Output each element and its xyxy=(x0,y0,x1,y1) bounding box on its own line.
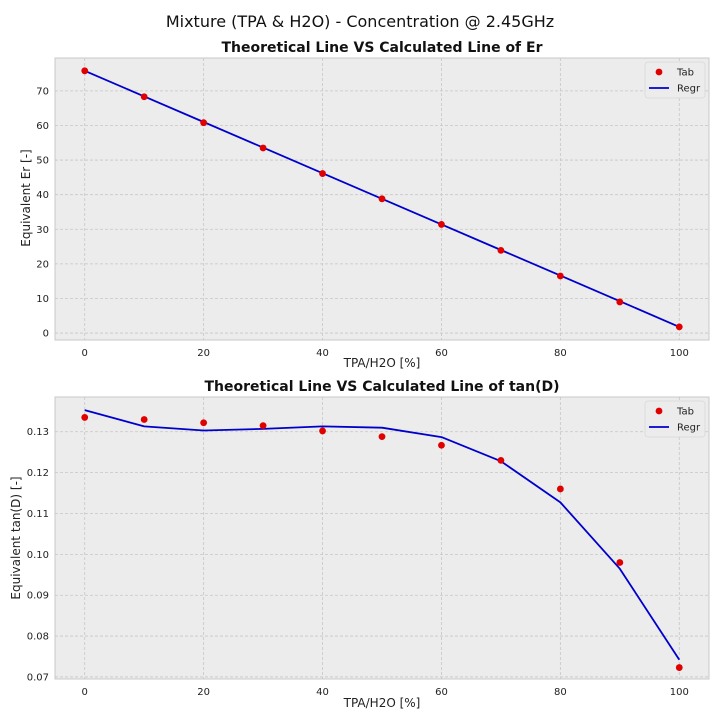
er-chart-legend-label: Regr xyxy=(677,84,701,95)
er-chart-axes-frame xyxy=(54,57,710,341)
er-chart-x-tick-label: 80 xyxy=(554,348,567,359)
tand-chart-y-tick-label: 0.10 xyxy=(27,550,49,561)
tand-chart-x-tick-label: 0 xyxy=(82,687,88,698)
er-chart-y-tick-label: 70 xyxy=(36,86,49,97)
tand-chart-tab-point xyxy=(675,664,683,671)
tand-chart-tab-point xyxy=(259,422,267,430)
er-chart-y-tick-label: 60 xyxy=(36,121,49,132)
tand-chart-axes-frame xyxy=(54,396,710,680)
er-chart-title: Theoretical Line VS Calculated Line of E… xyxy=(221,40,542,56)
tand-chart-y-tick-label: 0.11 xyxy=(27,509,49,520)
er-chart-tab-point xyxy=(81,67,89,75)
tand-chart-x-tick-label: 60 xyxy=(435,687,448,698)
er-chart-ylabel: Equivalent Er [-] xyxy=(19,149,33,246)
tand-chart-tab-point xyxy=(378,433,386,441)
er-chart-legend-marker-tab xyxy=(655,68,663,76)
tand-chart-tab-point xyxy=(556,485,564,493)
tand-chart-plot-area: 0 20 40 60 80 100 0.07 0.08 0.09 0.10 0.11 0.12 0.13… xyxy=(27,396,710,698)
er-chart-xlabel: TPA/H2O [%] xyxy=(343,356,421,370)
tand-chart-y-tick-label: 0.07 xyxy=(27,672,49,683)
tand-chart-legend-marker-tab xyxy=(655,407,663,415)
tand-chart-tab-point xyxy=(319,427,326,435)
er-chart-x-tick-label: 40 xyxy=(316,348,329,359)
er-chart-tab-point xyxy=(319,170,326,177)
tand-chart: 0 20 40 60 80 100 0.07 0.08 0.09 0.10 0.11 0.12 0.13… xyxy=(9,379,710,710)
er-chart: 0 20 40 60 80 100 0 10 20 30 40 50 60 70 Tab Regr Theor… xyxy=(19,40,710,370)
tand-chart-tab-point xyxy=(81,414,89,421)
er-chart-tab-point xyxy=(556,272,564,280)
er-chart-tab-point xyxy=(200,119,208,127)
er-chart-legend: Tab Regr xyxy=(644,61,706,99)
er-chart-tab-point xyxy=(259,144,267,152)
er-chart-tab-point xyxy=(616,298,624,306)
tand-chart-x-tick-label: 20 xyxy=(197,687,210,698)
tand-chart-y-tick-label: 0.12 xyxy=(27,468,49,479)
er-chart-y-tick-label: 30 xyxy=(36,225,49,236)
er-chart-plot-area: 0 20 40 60 80 100 0 10 20 30 40 50 60 70 Tab Regr xyxy=(36,57,710,359)
tand-chart-ylabel: Equivalent tan(D) [-] xyxy=(9,476,23,599)
tand-chart-tab-point xyxy=(200,419,208,427)
er-chart-x-tick-label: 100 xyxy=(670,348,689,359)
er-chart-legend-label: Tab xyxy=(676,68,694,79)
tand-chart-y-tick-label: 0.13 xyxy=(27,427,49,438)
tand-chart-xlabel: TPA/H2O [%] xyxy=(343,696,421,710)
tand-chart-tab-point xyxy=(497,456,505,464)
er-chart-y-tick-label: 40 xyxy=(36,190,49,201)
tand-chart-regr-line xyxy=(84,409,681,661)
tand-chart-title: Theoretical Line VS Calculated Line of t… xyxy=(204,379,559,395)
er-chart-tab-point xyxy=(378,195,386,203)
tand-chart-tab-point xyxy=(140,416,148,423)
er-chart-x-tick-label: 60 xyxy=(435,348,448,359)
tand-chart-axes-background xyxy=(55,397,709,679)
tand-chart-tab-point xyxy=(616,559,624,566)
tand-chart-legend: Tab Regr xyxy=(644,400,706,438)
er-chart-tab-point xyxy=(675,323,683,331)
er-chart-y-tick-label: 20 xyxy=(36,259,49,270)
tand-chart-y-tick-label: 0.08 xyxy=(27,632,49,643)
er-chart-y-tick-label: 10 xyxy=(36,294,49,305)
er-chart-tab-point xyxy=(497,246,505,254)
er-chart-tab-point xyxy=(438,221,445,228)
figure-title: Mixture (TPA & H2O) - Concentration @ 2.… xyxy=(166,12,554,31)
er-chart-y-tick-label: 0 xyxy=(43,329,49,340)
tand-chart-legend-label: Tab xyxy=(676,407,694,418)
tand-chart-legend-label: Regr xyxy=(677,423,701,434)
tand-chart-x-tick-label: 80 xyxy=(554,687,567,698)
tand-chart-y-tick-label: 0.09 xyxy=(27,591,49,602)
tand-chart-x-tick-label: 40 xyxy=(316,687,329,698)
er-chart-y-tick-label: 50 xyxy=(36,156,49,167)
er-chart-x-tick-label: 0 xyxy=(82,348,88,359)
er-chart-x-tick-label: 20 xyxy=(197,348,210,359)
er-chart-tab-point xyxy=(140,93,148,101)
tand-chart-tab-point xyxy=(438,441,445,449)
tand-chart-x-tick-label: 100 xyxy=(670,687,689,698)
